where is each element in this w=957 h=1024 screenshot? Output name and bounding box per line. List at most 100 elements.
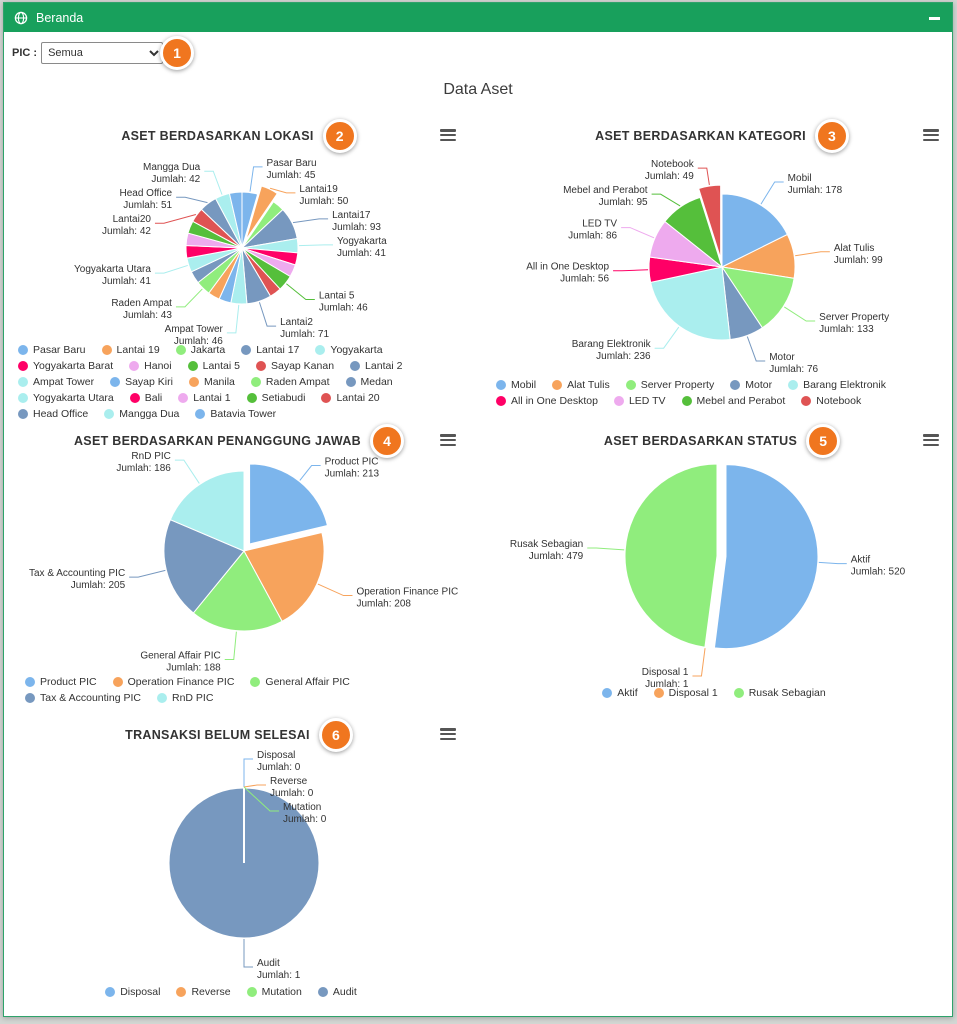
legend-item-mangga-dua[interactable]: Mangga Dua bbox=[104, 408, 179, 420]
legend-item-lantai-2[interactable]: Lantai 2 bbox=[350, 360, 402, 372]
legend-item-alat-tulis[interactable]: Alat Tulis bbox=[552, 379, 610, 391]
data-label-connector bbox=[292, 218, 329, 224]
pic-filter-label: PIC : bbox=[12, 47, 38, 59]
legend-item-pasar-baru[interactable]: Pasar Baru bbox=[18, 344, 86, 356]
legend-item-lantai-1[interactable]: Lantai 1 bbox=[178, 392, 231, 404]
legend-item-disposal-1[interactable]: Disposal 1 bbox=[653, 687, 718, 699]
legend-label: Jakarta bbox=[190, 344, 226, 356]
legend-label: Lantai 19 bbox=[116, 344, 160, 356]
legend-item-all-in-one-desktop[interactable]: All in One Desktop bbox=[496, 395, 598, 407]
legend-item-rnd-pic[interactable]: RnD PIC bbox=[156, 692, 214, 704]
pie-slice-aktif[interactable] bbox=[713, 464, 819, 649]
legend-item-setiabudi[interactable]: Setiabudi bbox=[246, 392, 305, 404]
legend-marker-icon bbox=[496, 396, 506, 406]
data-label: Mebel and Perabot Jumlah: 95 bbox=[563, 185, 648, 208]
legend-item-barang-elektronik[interactable]: Barang Elektronik bbox=[788, 379, 886, 391]
legend-item-mebel-and-perabot[interactable]: Mebel and Perabot bbox=[681, 395, 785, 407]
legend-item-reverse[interactable]: Reverse bbox=[176, 986, 231, 998]
legend-marker-icon bbox=[25, 677, 35, 687]
pie-slice-notebook[interactable] bbox=[698, 184, 722, 259]
legend-item-yogyakarta-barat[interactable]: Yogyakarta Barat bbox=[18, 360, 113, 372]
pie-slice-server-property[interactable] bbox=[720, 266, 795, 329]
legend-label: Tax & Accounting PIC bbox=[40, 692, 141, 704]
data-label: Lantai 5 Jumlah: 46 bbox=[319, 290, 368, 313]
data-label: RnD PIC Jumlah: 186 bbox=[116, 451, 171, 474]
legend-item-jakarta[interactable]: Jakarta bbox=[175, 344, 226, 356]
legend-item-batavia-tower[interactable]: Batavia Tower bbox=[195, 408, 276, 420]
legend-item-medan[interactable]: Medan bbox=[345, 376, 393, 388]
legend-marker-icon bbox=[350, 361, 361, 371]
pie-chart-lokasi: Pasar Baru Jumlah: 45 Lantai19 Jumlah: 50 La… bbox=[74, 158, 387, 347]
data-label: Disposal Jumlah: 0 bbox=[257, 750, 301, 773]
data-label-connector bbox=[226, 304, 240, 334]
legend-item-operation-finance-pic[interactable]: Operation Finance PIC bbox=[112, 676, 235, 688]
pie-slice-barang-elektronik[interactable] bbox=[650, 266, 731, 341]
pie-slice-product-pic[interactable] bbox=[249, 463, 329, 545]
legend-item-yogyakarta-utara[interactable]: Yogyakarta Utara bbox=[18, 392, 114, 404]
legend-label: All in One Desktop bbox=[511, 395, 598, 407]
data-label: Head Office Jumlah: 51 bbox=[119, 188, 172, 211]
data-label: Yogyakarta Jumlah: 41 bbox=[337, 236, 387, 259]
pie-slice-mobil[interactable] bbox=[721, 193, 789, 268]
legend-item-disposal[interactable]: Disposal bbox=[105, 986, 160, 998]
pie-slice-operation-finance-pic[interactable] bbox=[243, 531, 325, 623]
chart-menu-button[interactable] bbox=[440, 129, 456, 141]
legend-item-lantai-19[interactable]: Lantai 19 bbox=[101, 344, 160, 356]
legend-item-led-tv[interactable]: LED TV bbox=[613, 395, 666, 407]
pie-slice-mebel-and-perabot[interactable] bbox=[664, 196, 723, 269]
legend-item-bali[interactable]: Bali bbox=[129, 392, 162, 404]
pie-slice-batavia-tower[interactable] bbox=[228, 191, 243, 249]
legend-item-ampat-tower[interactable]: Ampat Tower bbox=[18, 376, 94, 388]
legend-item-mutation[interactable]: Mutation bbox=[246, 986, 302, 998]
pie-slice-rusak-sebagian[interactable] bbox=[624, 463, 718, 648]
data-label-connector bbox=[286, 283, 315, 300]
legend-marker-icon bbox=[241, 345, 252, 355]
data-label: Alat Tulis Jumlah: 99 bbox=[834, 243, 883, 266]
chart-menu-button[interactable] bbox=[440, 728, 456, 740]
pie-slice-rnd-pic[interactable] bbox=[169, 470, 245, 552]
legend-item-head-office[interactable]: Head Office bbox=[18, 408, 88, 420]
legend-item-notebook[interactable]: Notebook bbox=[801, 395, 861, 407]
data-label-connector bbox=[613, 269, 649, 272]
legend-item-product-pic[interactable]: Product PIC bbox=[25, 676, 97, 688]
legend-item-motor[interactable]: Motor bbox=[730, 379, 772, 391]
minimize-button[interactable] bbox=[928, 11, 942, 25]
legend-item-yogyakarta[interactable]: Yogyakarta bbox=[315, 344, 383, 356]
data-label-connector bbox=[269, 187, 296, 194]
legend-item-general-affair-pic[interactable]: General Affair PIC bbox=[250, 676, 350, 688]
legend-label: RnD PIC bbox=[171, 692, 214, 704]
legend-marker-icon bbox=[788, 380, 799, 390]
legend-item-tax-accounting-pic[interactable]: Tax & Accounting PIC bbox=[25, 692, 141, 704]
legend-label: Operation Finance PIC bbox=[127, 676, 235, 688]
legend-marker-icon bbox=[730, 380, 741, 390]
legend-item-rusak-sebagian[interactable]: Rusak Sebagian bbox=[733, 687, 826, 699]
data-label-connector bbox=[651, 193, 681, 207]
legend-item-lantai-5[interactable]: Lantai 5 bbox=[187, 360, 240, 372]
legend-label: Batavia Tower bbox=[210, 408, 277, 420]
legend-item-lantai-17[interactable]: Lantai 17 bbox=[241, 344, 299, 356]
data-label-connector bbox=[224, 631, 237, 661]
pie-slice-general-affair-pic[interactable] bbox=[192, 550, 283, 632]
data-label-connector bbox=[204, 170, 223, 195]
legend-item-raden-ampat[interactable]: Raden Ampat bbox=[250, 376, 330, 388]
legend-item-aktif[interactable]: Aktif bbox=[602, 687, 638, 699]
legend-marker-icon bbox=[187, 361, 198, 371]
legend-item-sayap-kiri[interactable]: Sayap Kiri bbox=[110, 376, 173, 388]
legend-label: LED TV bbox=[628, 395, 666, 407]
data-label: Server Property Jumlah: 133 bbox=[819, 312, 889, 335]
legend-marker-icon bbox=[129, 361, 140, 371]
chart-menu-button[interactable] bbox=[923, 129, 939, 141]
legend-item-sayap-kanan[interactable]: Sayap Kanan bbox=[255, 360, 334, 372]
legend-label: Lantai 17 bbox=[256, 344, 300, 356]
legend-item-manila[interactable]: Manila bbox=[188, 376, 235, 388]
pic-select[interactable]: Semua bbox=[41, 42, 164, 64]
legend-item-audit[interactable]: Audit bbox=[317, 986, 357, 998]
chart-menu-button[interactable] bbox=[923, 434, 939, 446]
pie-slice-lantai-19[interactable] bbox=[245, 185, 279, 241]
chart-legend: Pasar Baru Lantai 19 Jakarta Lantai 17 Yogya… bbox=[18, 344, 460, 420]
chart-menu-button[interactable] bbox=[440, 434, 456, 446]
legend-item-hanoi[interactable]: Hanoi bbox=[129, 360, 172, 372]
legend-item-lantai-20[interactable]: Lantai 20 bbox=[321, 392, 380, 404]
legend-item-server-property[interactable]: Server Property bbox=[625, 379, 714, 391]
legend-item-mobil[interactable]: Mobil bbox=[496, 379, 536, 391]
